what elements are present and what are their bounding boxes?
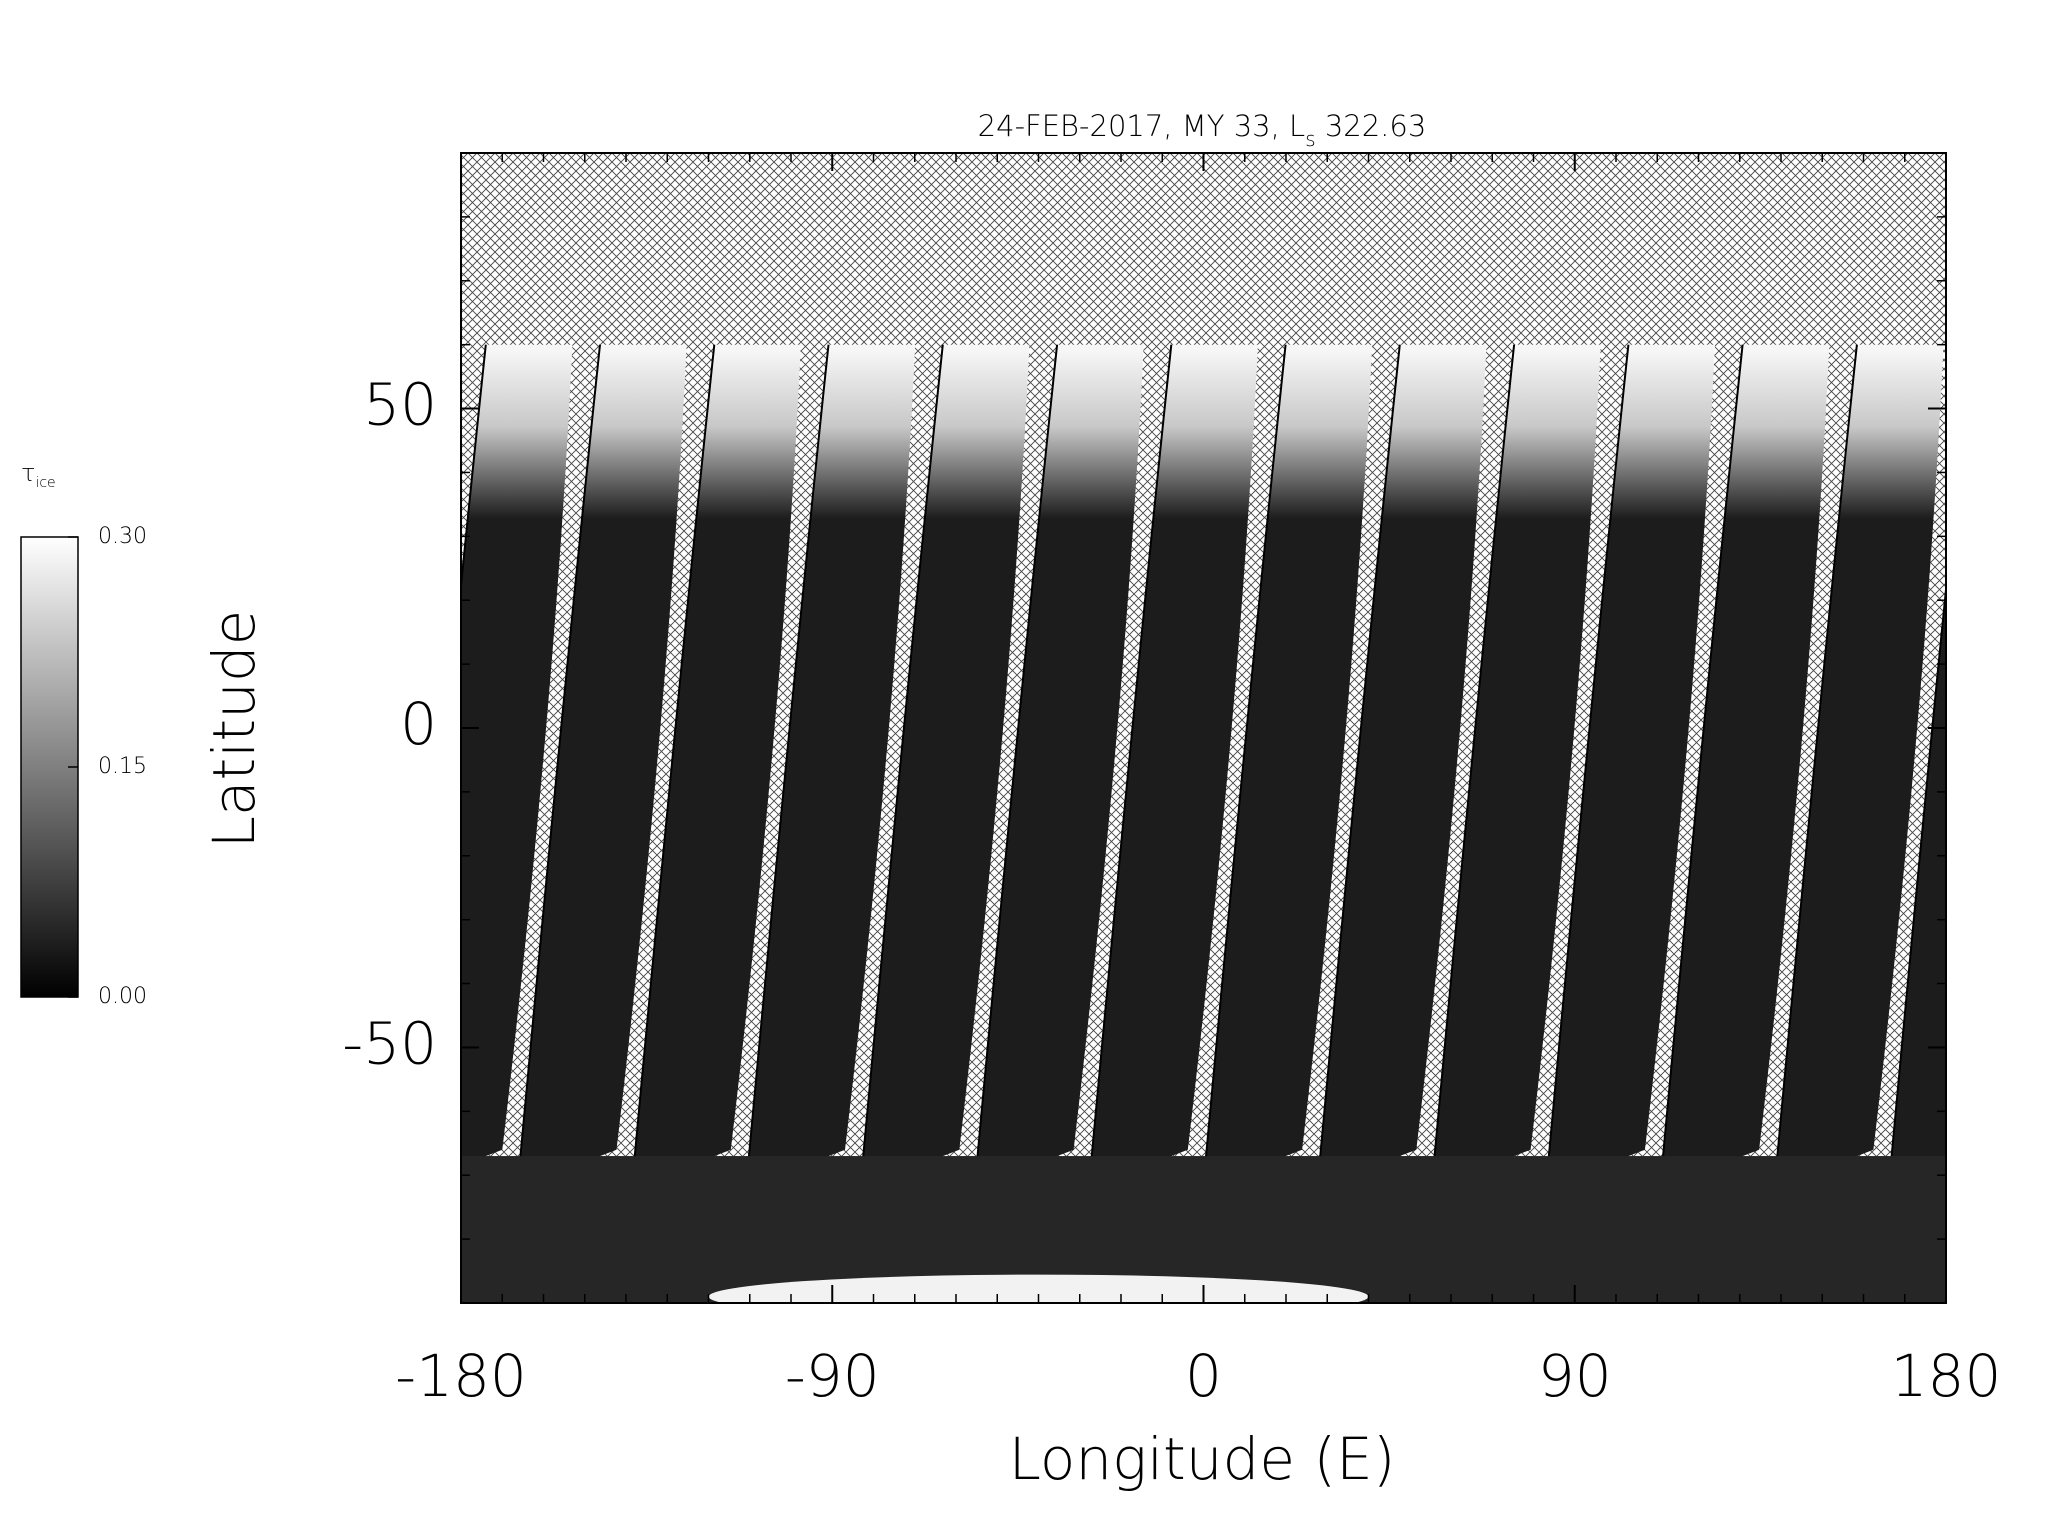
colorbar-tick-label: 0.30 <box>98 524 147 549</box>
colorbar-subscript: ice <box>35 475 55 491</box>
x-tick-label: 180 <box>1891 1342 2002 1410</box>
swath <box>746 344 916 1188</box>
swath-edge <box>1087 344 1173 1189</box>
colorbar-tick-label: 0.00 <box>98 984 147 1009</box>
swath-edge <box>1316 344 1401 1189</box>
swath-edge <box>745 344 830 1189</box>
swath <box>1660 344 1830 1188</box>
x-tick-label: -180 <box>395 1342 527 1410</box>
swath-edge <box>630 344 716 1189</box>
chart-title: 24-FEB-2017, MY 33, Ls 322.63 <box>978 109 1427 151</box>
x-tick-label: -90 <box>785 1342 880 1410</box>
swath <box>1545 344 1715 1188</box>
swath-edge <box>1773 344 1858 1189</box>
x-axis-label: Longitude (E) <box>1009 1425 1396 1493</box>
y-tick-label: 50 <box>363 371 437 439</box>
swath <box>860 344 1030 1188</box>
swath-edge <box>973 344 1059 1189</box>
swath-edge <box>461 344 487 596</box>
y-tick-label: 0 <box>400 690 437 758</box>
title-text: 24-FEB-2017, MY 33, L <box>978 109 1306 143</box>
swath-edge <box>516 344 601 1189</box>
swath-edge <box>1544 344 1630 1189</box>
swath <box>1088 344 1258 1188</box>
swath-edge <box>859 344 944 1189</box>
swath-edge <box>1430 344 1516 1189</box>
colorbar-label: τice <box>21 459 56 491</box>
swath <box>517 344 687 1188</box>
swath-edge <box>1659 344 1744 1189</box>
y-axis-label: Latitude <box>200 610 268 849</box>
title-text: 322.63 <box>1316 109 1427 143</box>
colorbar-tick-label: 0.15 <box>98 754 147 779</box>
colorbar-symbol: τ <box>21 459 35 487</box>
swath-edge <box>1202 344 1287 1189</box>
swath-edge <box>1887 579 1946 1189</box>
title-subscript: s <box>1305 127 1315 151</box>
map-area <box>461 153 1946 1303</box>
x-tick-label: 90 <box>1538 1342 1612 1410</box>
swath <box>974 344 1144 1188</box>
y-tick-label: -50 <box>342 1009 437 1077</box>
swath <box>1431 344 1601 1188</box>
swath <box>1317 344 1487 1188</box>
swath <box>1203 344 1373 1188</box>
swath <box>461 344 573 1166</box>
swath <box>631 344 801 1188</box>
x-tick-label: 0 <box>1185 1342 1222 1410</box>
swath <box>1774 344 1944 1188</box>
